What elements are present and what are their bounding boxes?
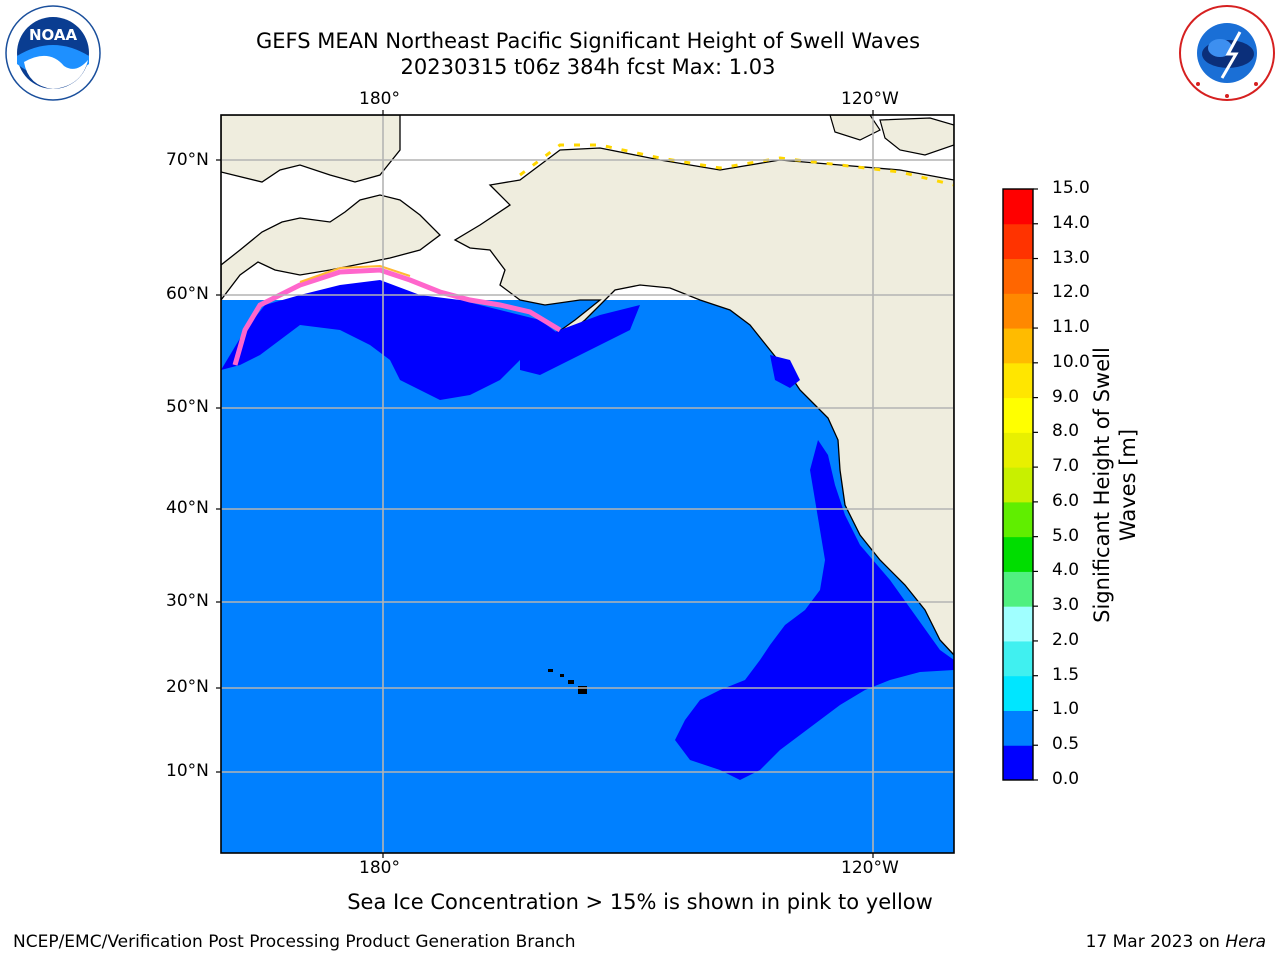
colorbar-tick-label: 0.0: [1052, 769, 1080, 789]
lat-label-70n: 70°N: [166, 150, 209, 170]
sea-ice-edge-warm: [299, 264, 411, 283]
credit-text: NCEP/EMC/Verification Post Processing Pr…: [13, 932, 576, 952]
deep-blue-bering: [221, 280, 560, 400]
colorbar-cell: [1003, 223, 1033, 260]
colorbar-cell: [1003, 606, 1033, 642]
colorbar-tick-label: 3.0: [1052, 595, 1080, 616]
colorbar-cell: [1003, 397, 1033, 433]
colorbar-label: Significant Height of Swell Waves [m]: [1090, 347, 1140, 623]
colorbar-cell: [1003, 432, 1033, 468]
colorbar-tick-label: 8.0: [1052, 421, 1080, 442]
nws-logo: [1178, 4, 1276, 102]
lat-label-20n: 20°N: [166, 677, 209, 697]
lon-label-bottom-180: 180°: [359, 858, 400, 878]
colorbar-cell: [1003, 189, 1033, 225]
lon-label-top-180: 180°: [359, 89, 400, 109]
tick-marks: [216, 110, 874, 858]
colorbar-tick-label: 6.0: [1052, 490, 1080, 511]
lat-label-40n: 40°N: [166, 498, 209, 518]
colorbar-cell: [1003, 467, 1033, 503]
gridlines: [221, 115, 954, 853]
colorbar-tick-label: 0.5: [1052, 734, 1080, 755]
colorbar-cell: [1003, 710, 1033, 746]
colorbar-tick-label: 1.5: [1052, 664, 1080, 685]
chukotka-land: [221, 194, 441, 302]
deep-blue-gulf: [520, 305, 640, 375]
map-frame: [220, 114, 955, 854]
lat-label-10n: 10°N: [166, 761, 209, 781]
host-name: Hera: [1225, 932, 1266, 952]
date-text: 17 Mar 2023 on: [1085, 932, 1226, 952]
north-america-land: [453, 147, 954, 656]
colorbar-tick-label: 15.0: [1052, 178, 1090, 198]
lon-label-top-120w: 120°W: [841, 89, 899, 109]
colorbar-cell: [1003, 640, 1033, 677]
colorbar-cell: [1003, 258, 1033, 294]
colorbar-cell: [1003, 501, 1033, 538]
colorbar-tick-label: 11.0: [1052, 317, 1090, 338]
colorbar-cell: [1003, 293, 1033, 329]
noaa-logo: NOAA: [4, 4, 102, 102]
colorbar-tick-label: 2.0: [1052, 629, 1080, 650]
colorbar-tick-label: 12.0: [1052, 282, 1090, 303]
colorbar-cell: [1003, 536, 1033, 572]
colorbar-tick-label: 5.0: [1052, 525, 1080, 546]
colorbar-tick-label: 7.0: [1052, 456, 1080, 477]
colorbar-cell: [1003, 675, 1033, 711]
colorbar-frame: [1002, 188, 1034, 781]
lat-label-30n: 30°N: [166, 591, 209, 611]
arctic-island: [879, 117, 954, 156]
colorbar-tick-label: 14.0: [1052, 212, 1090, 233]
hawaii-islands: [548, 669, 587, 694]
lat-label-60n: 60°N: [166, 284, 209, 304]
chart-subtitle: 20230315 t06z 384h fcst Max: 1.03: [400, 55, 776, 79]
arctic-ice-specks: [519, 143, 954, 187]
colorbar-cell: [1003, 571, 1033, 607]
siberia-land: [221, 115, 401, 183]
nws-logo-icon: [1179, 5, 1275, 101]
date-stamp: 17 Mar 2023 on Hera: [1086, 932, 1266, 952]
lon-label-bottom-120w: 120°W: [841, 858, 899, 878]
colorbar-tick-label: 1.0: [1052, 699, 1080, 720]
noaa-logo-text: NOAA: [29, 26, 78, 44]
deep-blue-coast: [675, 440, 954, 780]
colorbar-tick-label: 4.0: [1052, 560, 1080, 581]
ice-caption: Sea Ice Concentration > 15% is shown in …: [347, 890, 933, 914]
arctic-island: [829, 115, 881, 141]
colorbar-cell: [1003, 362, 1033, 399]
sea-ice-edge: [232, 267, 562, 366]
lat-label-50n: 50°N: [166, 397, 209, 417]
colorbar-cell: [1003, 745, 1033, 781]
chart-title: GEFS MEAN Northeast Pacific Significant …: [255, 29, 921, 53]
deep-blue-bc: [770, 355, 800, 388]
colorbar-tick-label: 9.0: [1052, 386, 1080, 407]
colorbar-tick-label: 10.0: [1052, 351, 1090, 372]
noaa-logo-icon: NOAA: [5, 5, 101, 101]
colorbar-tick-label: 13.0: [1052, 247, 1090, 268]
colorbar-cell: [1003, 328, 1033, 364]
